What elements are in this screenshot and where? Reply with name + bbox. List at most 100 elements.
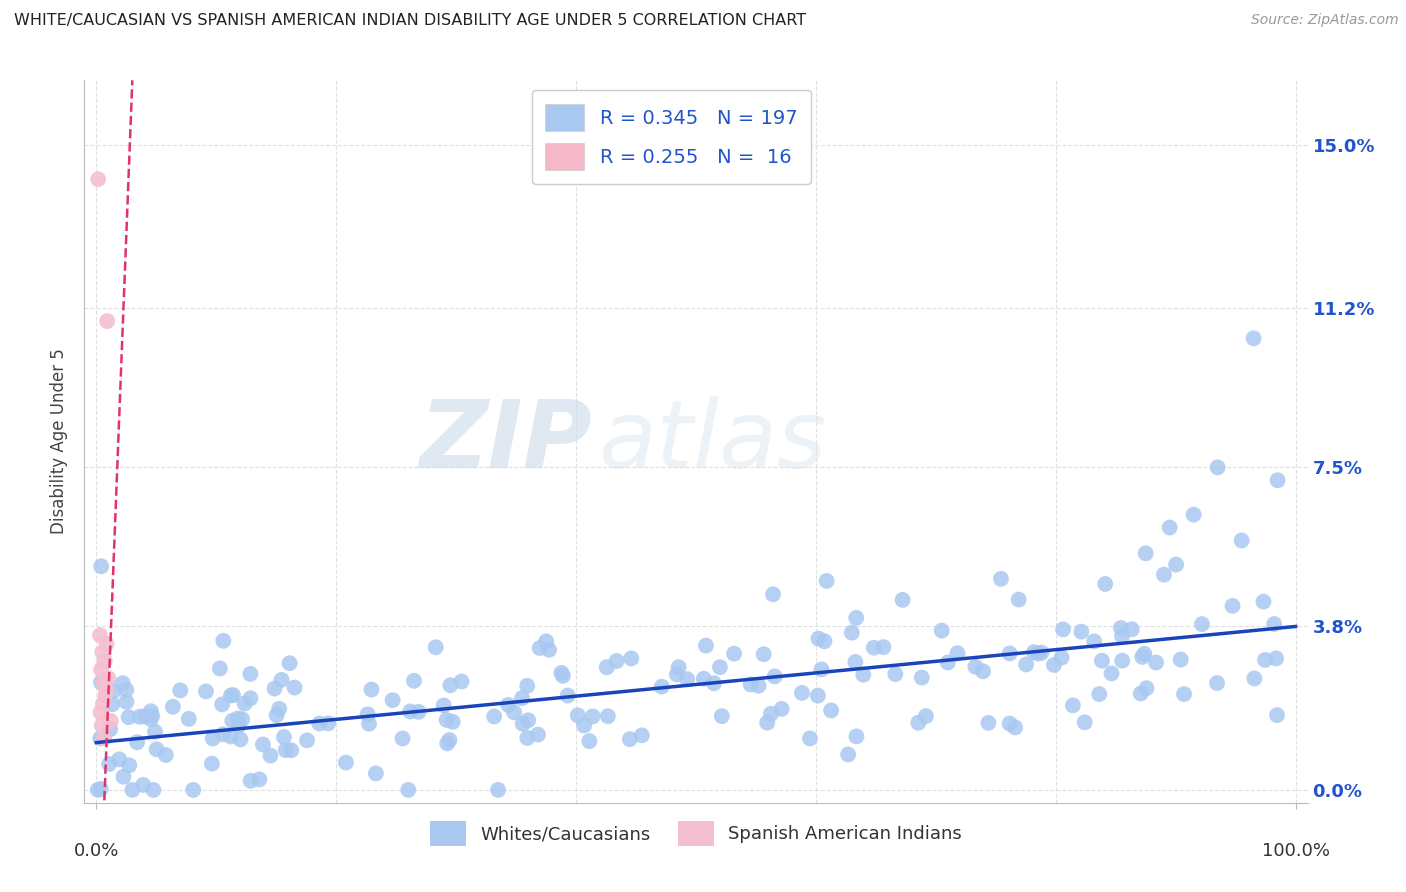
Point: [1153, 567, 1175, 582]
Point: [231, 712, 253, 726]
Point: [219, 730, 242, 744]
Point: [965, 659, 987, 673]
Point: [1135, 681, 1157, 696]
Point: [436, 713, 458, 727]
Point: [845, 611, 868, 625]
Point: [512, 716, 534, 731]
Point: [1230, 533, 1253, 548]
Point: [1121, 622, 1143, 636]
Point: [756, 715, 779, 730]
Point: [441, 714, 464, 729]
Point: [1144, 656, 1167, 670]
Point: [87, 172, 110, 186]
Point: [1109, 621, 1132, 635]
Point: [1191, 617, 1213, 632]
Point: [567, 708, 589, 723]
Point: [143, 724, 166, 739]
Point: [87, 783, 110, 797]
Point: [1094, 577, 1116, 591]
Point: [132, 778, 155, 792]
Point: [837, 747, 859, 762]
Point: [1159, 520, 1181, 534]
Point: [998, 647, 1021, 661]
Point: [845, 730, 868, 744]
Point: [436, 736, 458, 750]
Point: [439, 733, 461, 747]
Point: [97, 671, 120, 685]
Point: [226, 711, 249, 725]
Point: [723, 647, 745, 661]
Point: [103, 684, 125, 698]
Point: [936, 656, 959, 670]
Point: [259, 748, 281, 763]
Text: atlas: atlas: [598, 396, 827, 487]
Point: [89, 731, 111, 746]
Point: [90, 663, 112, 677]
Point: [998, 716, 1021, 731]
Point: [212, 633, 235, 648]
Point: [668, 660, 690, 674]
Point: [117, 710, 139, 724]
Point: [219, 689, 242, 703]
Point: [357, 716, 380, 731]
Text: ZIP: ZIP: [419, 395, 592, 488]
Point: [1164, 558, 1187, 572]
Point: [1008, 592, 1031, 607]
Point: [1101, 666, 1123, 681]
Point: [425, 640, 447, 655]
Point: [233, 697, 256, 711]
Point: [1135, 546, 1157, 560]
Point: [852, 667, 875, 681]
Point: [284, 681, 307, 695]
Point: [790, 686, 813, 700]
Point: [162, 699, 184, 714]
Point: [931, 624, 953, 638]
Point: [841, 625, 863, 640]
Point: [752, 647, 775, 661]
Point: [1170, 652, 1192, 666]
Point: [1222, 599, 1244, 613]
Point: [98, 722, 121, 736]
Point: [222, 688, 245, 702]
Point: [1111, 629, 1133, 643]
Point: [252, 738, 274, 752]
Point: [91, 697, 114, 711]
Point: [1062, 698, 1084, 713]
Text: Source: ZipAtlas.com: Source: ZipAtlas.com: [1251, 13, 1399, 28]
Point: [90, 781, 112, 796]
Point: [94, 684, 117, 698]
Point: [915, 709, 938, 723]
Point: [364, 766, 387, 780]
Point: [807, 689, 830, 703]
Point: [486, 783, 509, 797]
Point: [269, 702, 291, 716]
Point: [759, 706, 782, 721]
Point: [247, 772, 270, 787]
Point: [1004, 721, 1026, 735]
Point: [90, 675, 112, 690]
Point: [516, 679, 538, 693]
Point: [212, 727, 235, 741]
Point: [578, 734, 600, 748]
Point: [990, 572, 1012, 586]
Point: [139, 704, 162, 718]
Point: [121, 783, 143, 797]
Point: [527, 728, 550, 742]
Point: [108, 752, 131, 766]
Point: [503, 706, 526, 720]
Point: [274, 743, 297, 757]
Point: [98, 756, 121, 771]
Point: [517, 713, 540, 727]
Point: [872, 640, 894, 654]
Point: [1206, 676, 1229, 690]
Point: [201, 756, 224, 771]
Point: [1182, 508, 1205, 522]
Point: [1243, 331, 1265, 345]
Point: [596, 709, 619, 723]
Point: [665, 667, 688, 681]
Text: WHITE/CAUCASIAN VS SPANISH AMERICAN INDIAN DISABILITY AGE UNDER 5 CORRELATION CH: WHITE/CAUCASIAN VS SPANISH AMERICAN INDI…: [14, 13, 806, 29]
Point: [391, 731, 413, 746]
Point: [96, 637, 118, 651]
Point: [1015, 657, 1038, 672]
Point: [273, 730, 295, 744]
